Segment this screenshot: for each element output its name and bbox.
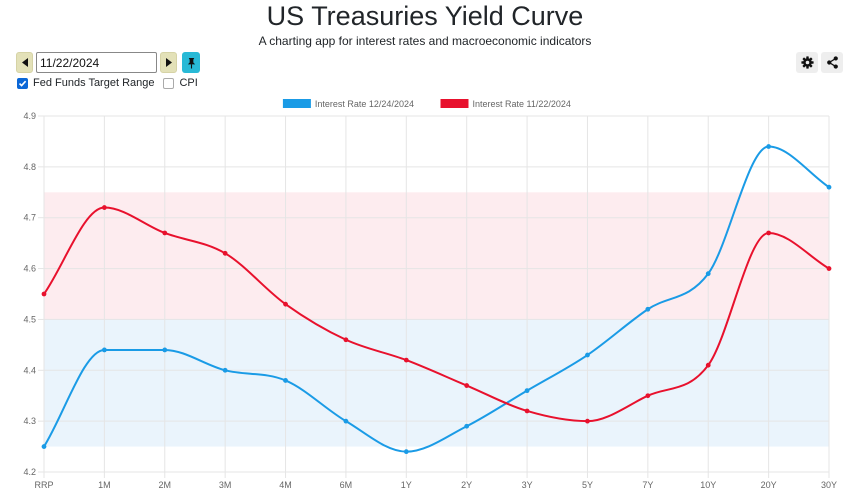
y-tick-label: 4.2 (23, 467, 36, 477)
settings-button[interactable] (796, 52, 818, 73)
cpi-checkbox[interactable] (163, 77, 175, 89)
x-tick-label: 2Y (461, 480, 472, 490)
data-point (162, 230, 168, 236)
data-point (464, 383, 470, 388)
y-tick-label: 4.8 (23, 162, 36, 172)
x-tick-label: 1M (98, 480, 111, 490)
checkmark-icon (18, 80, 27, 87)
caret-right-icon (165, 58, 172, 67)
x-tick-label: 4M (279, 480, 292, 490)
data-point (222, 367, 228, 373)
previous-date-button[interactable] (16, 52, 33, 73)
fed-funds-label[interactable]: Fed Funds Target Range (33, 77, 155, 89)
legend-swatch-1 (440, 99, 469, 108)
overlay-options: Fed Funds Target Range CPI (17, 76, 207, 90)
legend-swatch-0 (282, 99, 311, 108)
fed-funds-checkbox[interactable] (17, 77, 28, 89)
yield-curve-chart: 4.2 4.3 4.4 4.5 4.6 4.7 4.8 4.9 RRP 1M 2M 3M 4M 6M 1Y 2… (23, 99, 837, 490)
x-tick-label: 10Y (700, 480, 716, 490)
caret-left-icon (21, 58, 28, 67)
y-tick-label: 4.6 (23, 264, 36, 274)
data-point (283, 301, 288, 307)
y-tick-label: 4.9 (23, 111, 36, 121)
legend-label-1: Interest Rate 11/22/2024 (473, 99, 571, 109)
data-point (464, 423, 470, 429)
y-tick-label: 4.5 (23, 314, 36, 324)
data-point (403, 357, 409, 363)
data-point (524, 408, 530, 414)
x-tick-label: 2M (159, 480, 172, 490)
x-tick-label: 6M (340, 480, 353, 490)
fed-funds-band-1 (44, 319, 829, 447)
share-button[interactable] (821, 52, 843, 73)
data-point (585, 352, 590, 358)
data-point (41, 291, 47, 297)
data-point (766, 144, 772, 149)
data-point (766, 230, 772, 236)
date-input[interactable] (36, 52, 157, 73)
page-title: US Treasuries Yield Curve (266, 1, 584, 31)
data-point (101, 347, 107, 353)
y-tick-label: 4.7 (23, 213, 36, 223)
data-point (283, 378, 288, 383)
pin-icon (187, 57, 195, 68)
data-point (645, 306, 651, 312)
data-point (524, 388, 530, 394)
page-subtitle: A charting app for interest rates and ma… (258, 34, 592, 48)
data-point (826, 184, 832, 190)
pin-button[interactable] (182, 52, 200, 73)
data-point (343, 337, 349, 343)
date-controls (16, 51, 200, 74)
data-point (222, 250, 228, 256)
data-point (826, 266, 832, 271)
data-point (162, 347, 168, 353)
x-tick-label: 3M (219, 480, 232, 490)
data-point (41, 444, 47, 449)
legend-label-0: Interest Rate 12/24/2024 (315, 99, 414, 109)
data-point (585, 418, 590, 424)
y-tick-label: 4.4 (23, 365, 36, 375)
share-icon (826, 56, 838, 69)
x-tick-label: 3Y (522, 480, 533, 490)
data-point (705, 271, 711, 277)
y-tick-label: 4.3 (23, 416, 36, 426)
x-tick-label: 7Y (642, 480, 653, 490)
x-tick-label: 30Y (821, 480, 837, 490)
data-point (343, 418, 349, 424)
gear-icon (800, 56, 814, 69)
x-tick-label: 20Y (761, 480, 777, 490)
data-point (705, 362, 711, 368)
x-tick-label: 1Y (401, 480, 412, 490)
data-point (403, 449, 409, 455)
data-point (645, 393, 651, 399)
data-point (101, 205, 107, 210)
x-tick-label: 5Y (582, 480, 593, 490)
cpi-label[interactable]: CPI (179, 77, 198, 89)
next-date-button[interactable] (160, 52, 177, 73)
fed-funds-band-0 (44, 192, 829, 320)
x-tick-label: RRP (34, 480, 53, 490)
